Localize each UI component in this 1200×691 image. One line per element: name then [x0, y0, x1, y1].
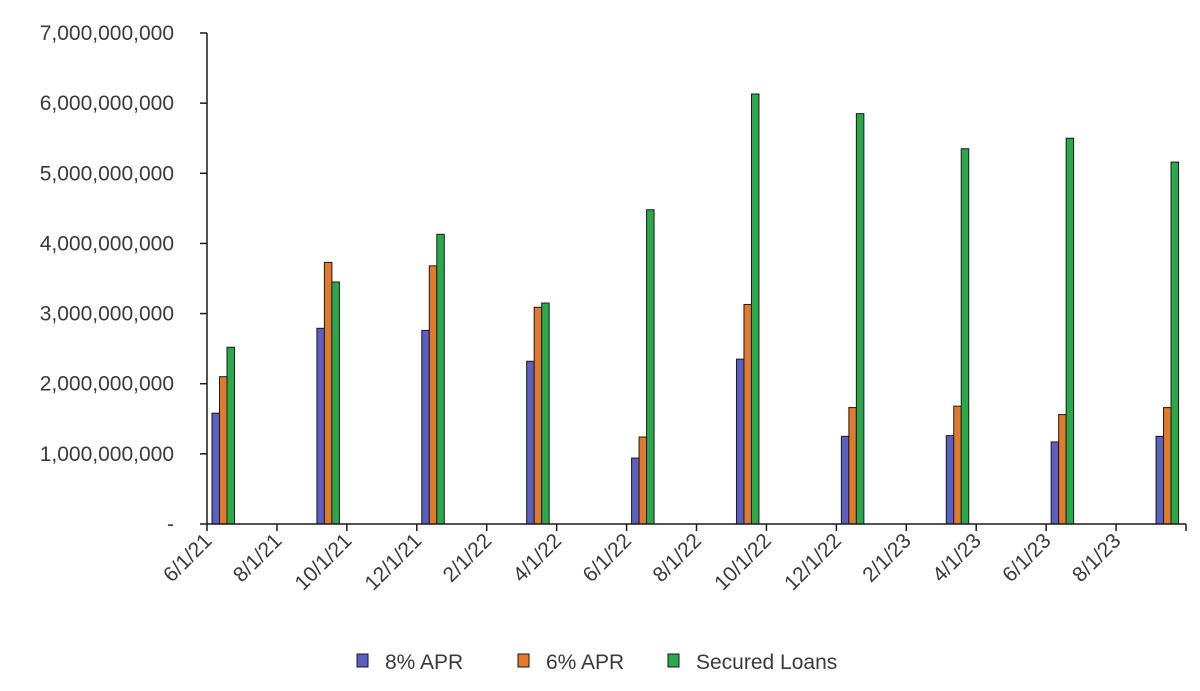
bar-secured-loans-6-1-21	[226, 346, 235, 525]
bar-6-apr-12-1-22	[848, 407, 857, 525]
x-tick-label: 6/1/22	[579, 529, 637, 587]
legend-label-6-apr: 6% APR	[546, 651, 624, 674]
bars	[211, 93, 1180, 525]
y-tick-label: 7,000,000,000	[40, 22, 174, 45]
bar-6-apr-9-1-22	[743, 303, 752, 525]
bar-6-apr-12-1-21	[428, 265, 438, 525]
x-tick-label: 10/1/21	[291, 529, 357, 595]
bar-6-apr-6-1-23	[1058, 414, 1067, 525]
x-tick-label: 2/1/22	[439, 529, 497, 587]
bar-secured-loans-6-1-23	[1065, 137, 1075, 525]
y-tick-label: 5,000,000,000	[40, 162, 174, 185]
bar-secured-loans-12-1-22	[855, 113, 865, 525]
legend-label-secured-loans: Secured Loans	[696, 651, 837, 674]
y-tick-label: 6,000,000,000	[40, 92, 174, 115]
bar-8-apr-12-1-22	[840, 435, 850, 525]
y-tick-label: 3,000,000,000	[40, 303, 174, 326]
y-axis-ticks: - 1,000,000,000 2,000,000,000 3,000,000,000…	[40, 22, 207, 536]
bar-8-apr-6-1-23	[1050, 441, 1060, 525]
y-tick-label: 2,000,000,000	[40, 373, 174, 396]
bar-6-apr-6-1-21	[219, 376, 228, 525]
bar-secured-loans-3-1-22	[541, 302, 550, 525]
x-tick-label: 8/1/22	[648, 529, 706, 587]
bar-6-apr-6-1-22	[638, 436, 648, 525]
legend: 8% APR 6% APR Secured Loans	[356, 651, 837, 674]
bar-6-apr-3-1-22	[533, 306, 543, 525]
legend-swatch-secured-loans	[667, 653, 680, 668]
x-tick-label: 6/1/21	[159, 529, 217, 587]
bar-8-apr-12-1-21	[421, 329, 430, 525]
x-tick-label: 12/1/22	[780, 529, 846, 595]
bar-8-apr-9-1-23	[1155, 435, 1165, 525]
bar-secured-loans-12-1-21	[436, 233, 445, 525]
bar-secured-loans-6-1-22	[646, 209, 655, 525]
bar-8-apr-6-1-21	[211, 412, 220, 525]
bar-8-apr-9-1-21	[316, 327, 325, 525]
bar-secured-loans-3-1-23	[960, 148, 970, 525]
bar-secured-loans-9-1-23	[1170, 161, 1180, 525]
x-tick-label: 6/1/23	[998, 529, 1056, 587]
x-tick-label: 10/1/22	[710, 529, 776, 595]
bar-secured-loans-9-1-22	[750, 93, 760, 525]
bar-8-apr-3-1-22	[526, 360, 535, 525]
bar-8-apr-6-1-22	[631, 457, 640, 525]
x-tick-label: 8/1/21	[229, 529, 287, 587]
x-axis-ticks: 6/1/21 8/1/21 10/1/21 12/1/21 2/1/22 4/1/22 6/…	[159, 524, 1187, 595]
bar-8-apr-3-1-23	[945, 435, 955, 525]
bar-secured-loans-9-1-21	[331, 281, 340, 525]
bar-6-apr-3-1-23	[953, 405, 962, 525]
bar-6-apr-9-1-23	[1163, 407, 1172, 525]
x-tick-label: 8/1/23	[1068, 529, 1126, 587]
legend-swatch-8-apr	[356, 653, 369, 668]
y-tick-label: -	[167, 513, 174, 536]
y-tick-label: 4,000,000,000	[40, 232, 174, 255]
legend-label-8-apr: 8% APR	[385, 651, 463, 674]
bar-6-apr-9-1-21	[323, 261, 333, 525]
x-tick-label: 4/1/23	[928, 529, 986, 587]
y-tick-label: 1,000,000,000	[40, 443, 174, 466]
bar-8-apr-9-1-22	[735, 358, 745, 525]
x-tick-label: 2/1/23	[858, 529, 916, 587]
x-tick-label: 12/1/21	[361, 529, 427, 595]
legend-swatch-6-apr	[517, 653, 530, 668]
x-tick-label: 4/1/22	[509, 529, 567, 587]
